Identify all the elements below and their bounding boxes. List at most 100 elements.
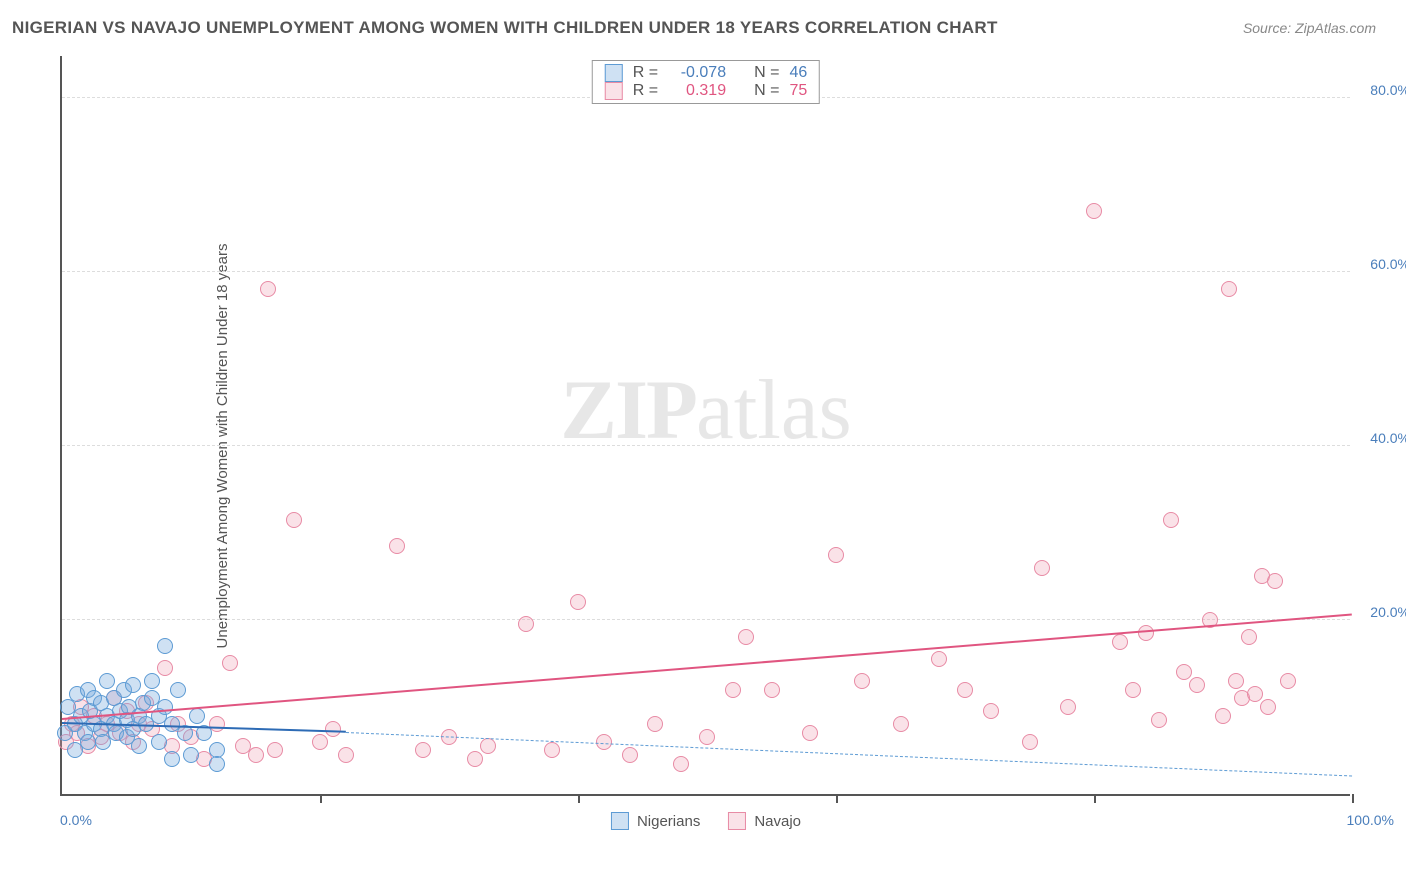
navajo-point [957, 682, 973, 698]
navajo-point [157, 660, 173, 676]
r-value-nigerians: -0.078 [668, 64, 726, 82]
navajo-point [267, 742, 283, 758]
navajo-point [1060, 699, 1076, 715]
navajo-point [1034, 560, 1050, 576]
correlation-stats-box: R = -0.078 N = 46 R = 0.319 N = 75 [592, 60, 820, 104]
n-value-nigerians: 46 [789, 64, 807, 82]
navajo-point [415, 742, 431, 758]
navajo-point [854, 673, 870, 689]
navajo-point [1228, 673, 1244, 689]
navajo-point [1267, 573, 1283, 589]
legend-swatch-nigerians [611, 812, 629, 830]
navajo-point [673, 756, 689, 772]
navajo-point [1189, 677, 1205, 693]
navajo-point [570, 594, 586, 610]
navajo-point [1215, 708, 1231, 724]
nigerians-point [189, 708, 205, 724]
x-tick [578, 794, 580, 803]
navajo-point [1151, 712, 1167, 728]
navajo-point [260, 281, 276, 297]
chart-title: NIGERIAN VS NAVAJO UNEMPLOYMENT AMONG WO… [12, 18, 998, 38]
x-tick [836, 794, 838, 803]
navajo-point [544, 742, 560, 758]
navajo-point [828, 547, 844, 563]
legend-item-navajo: Navajo [728, 812, 801, 830]
nigerians-point [164, 751, 180, 767]
gridline [62, 619, 1350, 620]
navajo-point [1112, 634, 1128, 650]
navajo-point [389, 538, 405, 554]
swatch-navajo [605, 82, 623, 100]
nigerians-point [209, 756, 225, 772]
x-max-label: 100.0% [1347, 812, 1394, 828]
r-label: R = [633, 64, 658, 82]
y-tick-label: 80.0% [1370, 82, 1406, 98]
chart-container: Unemployment Among Women with Children U… [50, 56, 1380, 836]
nigerians-point [80, 734, 96, 750]
nigerians-point [170, 682, 186, 698]
nigerians-point [157, 699, 173, 715]
n-value-navajo: 75 [789, 82, 807, 100]
navajo-point [1163, 512, 1179, 528]
navajo-point [983, 703, 999, 719]
r-value-navajo: 0.319 [668, 82, 726, 100]
navajo-point [802, 725, 818, 741]
gridline [62, 445, 1350, 446]
x-min-label: 0.0% [60, 812, 92, 828]
y-tick-label: 40.0% [1370, 430, 1406, 446]
nigerians-point [157, 638, 173, 654]
legend-label-nigerians: Nigerians [637, 813, 700, 830]
navajo-point [518, 616, 534, 632]
navajo-point [893, 716, 909, 732]
navajo-point [622, 747, 638, 763]
navajo-point [764, 682, 780, 698]
legend-label-navajo: Navajo [754, 813, 801, 830]
navajo-point [248, 747, 264, 763]
nigerians-point [131, 738, 147, 754]
navajo-point [325, 721, 341, 737]
y-tick-label: 20.0% [1370, 604, 1406, 620]
legend-item-nigerians: Nigerians [611, 812, 700, 830]
y-tick-label: 60.0% [1370, 256, 1406, 272]
legend-swatch-navajo [728, 812, 746, 830]
navajo-point [647, 716, 663, 732]
trend-line [62, 614, 1352, 720]
navajo-point [1176, 664, 1192, 680]
navajo-point [931, 651, 947, 667]
navajo-point [738, 629, 754, 645]
navajo-point [1022, 734, 1038, 750]
x-tick [1352, 794, 1354, 803]
stats-row-nigerians: R = -0.078 N = 46 [605, 64, 807, 82]
trend-line [346, 732, 1352, 777]
nigerians-point [99, 673, 115, 689]
swatch-nigerians [605, 64, 623, 82]
x-tick [1094, 794, 1096, 803]
nigerians-point [151, 734, 167, 750]
series-legend: Nigerians Navajo [611, 812, 801, 830]
n-label: N = [754, 82, 779, 100]
navajo-point [222, 655, 238, 671]
nigerians-point [144, 673, 160, 689]
nigerians-point [125, 677, 141, 693]
x-tick [320, 794, 322, 803]
navajo-point [699, 729, 715, 745]
navajo-point [596, 734, 612, 750]
navajo-point [1247, 686, 1263, 702]
navajo-point [1125, 682, 1141, 698]
gridline [62, 271, 1350, 272]
navajo-point [338, 747, 354, 763]
n-label: N = [754, 64, 779, 82]
plot-area: ZIPatlas R = -0.078 N = 46 R = 0.319 N =… [60, 56, 1350, 796]
navajo-point [1086, 203, 1102, 219]
source-label: Source: ZipAtlas.com [1243, 20, 1376, 36]
navajo-point [1138, 625, 1154, 641]
navajo-point [480, 738, 496, 754]
navajo-point [1260, 699, 1276, 715]
navajo-point [286, 512, 302, 528]
navajo-point [467, 751, 483, 767]
navajo-point [1221, 281, 1237, 297]
r-label: R = [633, 82, 658, 100]
nigerians-point [183, 747, 199, 763]
navajo-point [312, 734, 328, 750]
navajo-point [725, 682, 741, 698]
